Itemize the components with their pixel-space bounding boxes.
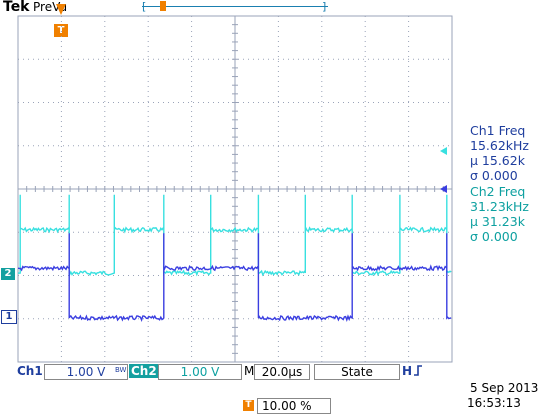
timebase-prefix: M xyxy=(244,364,255,378)
graticule xyxy=(17,15,453,363)
ch1-trigger-level-icon xyxy=(440,185,447,193)
trigger-type[interactable]: State xyxy=(314,364,400,380)
ch2-trigger-level-icon xyxy=(440,147,447,155)
record-trigger-mark xyxy=(160,1,166,11)
bandwidth-limit-indicator: BW xyxy=(115,366,127,374)
ch2-trace xyxy=(17,194,452,277)
rising-edge-icon xyxy=(414,365,423,376)
ch1-freq-sigma: σ 0.000 xyxy=(470,168,518,183)
ch1-ground-marker[interactable]: 1 xyxy=(1,310,17,324)
ch2-freq-mean: µ 31.23k xyxy=(470,214,525,229)
record-window-bar[interactable] xyxy=(142,6,328,7)
record-bracket-left: [ xyxy=(142,0,147,13)
ch2-label[interactable]: Ch2 xyxy=(129,364,159,378)
ch2-freq-value: 31.23kHz xyxy=(470,199,529,214)
ch1-trace xyxy=(17,233,452,323)
ch1-scale[interactable]: 1.00 V xyxy=(44,364,128,380)
ch1-freq-title: Ch1 Freq xyxy=(470,123,526,138)
trigger-position-arrow[interactable] xyxy=(56,4,66,15)
ch1-measurement: Ch1 Freq 15.62kHz µ 15.62k σ 0.000 xyxy=(470,123,529,183)
date-label: 5 Sep 2013 xyxy=(470,381,539,395)
ch2-ground-marker[interactable]: 2 xyxy=(1,268,15,280)
traces xyxy=(17,194,452,323)
trigger-position-icon: T xyxy=(243,400,254,411)
ch2-scale[interactable]: 1.00 V xyxy=(158,364,242,380)
ch2-freq-sigma: σ 0.000 xyxy=(470,229,518,244)
ch1-freq-value: 15.62kHz xyxy=(470,138,529,153)
brand-label: Tek xyxy=(3,0,30,15)
record-bracket-right: ] xyxy=(322,0,327,13)
ch2-freq-title: Ch2 Freq xyxy=(470,184,526,199)
trigger-slope[interactable]: H xyxy=(402,364,423,378)
status-bar: Ch1 1.00 V BW Ch2 1.00 V M 20.0µs State … xyxy=(0,364,550,414)
time-label: 16:53:13 xyxy=(467,396,521,410)
trigger-slope-label: H xyxy=(402,364,413,378)
ch1-freq-mean: µ 15.62k xyxy=(470,153,525,168)
ch1-label[interactable]: Ch1 xyxy=(17,364,43,378)
trigger-marker[interactable]: T xyxy=(54,24,68,37)
ch2-measurement: Ch2 Freq 31.23kHz µ 31.23k σ 0.000 xyxy=(470,184,529,244)
timebase-value[interactable]: 20.0µs xyxy=(254,364,310,380)
